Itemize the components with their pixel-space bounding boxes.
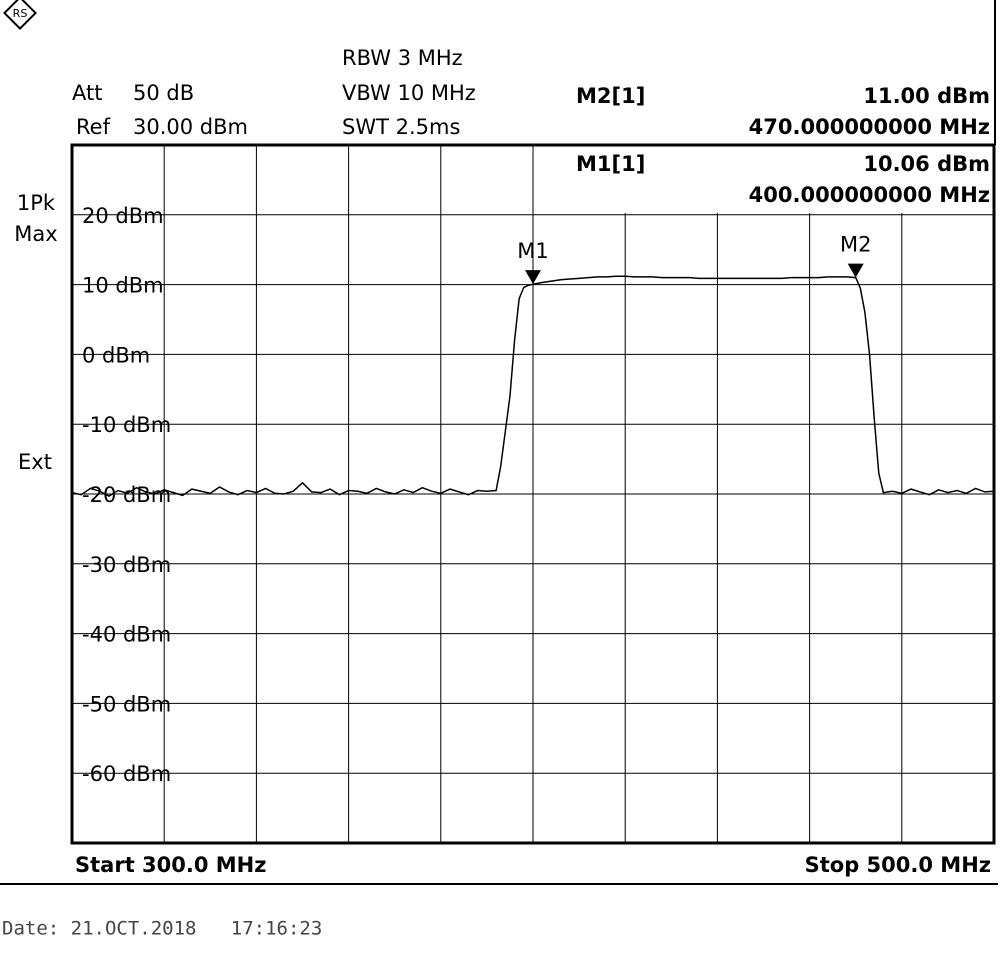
trace bbox=[71, 275, 995, 497]
x-start-label: Start 300.0 MHz bbox=[75, 853, 266, 877]
rbw: RBW 3 MHz bbox=[342, 46, 463, 70]
att-label: Att bbox=[72, 81, 102, 105]
trigger: Ext bbox=[18, 450, 52, 474]
att-value: 50 dB bbox=[133, 81, 194, 105]
readout-name: M2[1] bbox=[576, 84, 645, 108]
plot-frame bbox=[70, 143, 996, 845]
trace-mode: Max bbox=[14, 222, 57, 246]
x-stop-label: Stop 500.0 MHz bbox=[805, 853, 991, 877]
vbw: VBW 10 MHz bbox=[342, 81, 476, 105]
y-tick-label: -20 dBm bbox=[82, 483, 171, 507]
svg-text:RS: RS bbox=[13, 7, 28, 20]
marker-label: M1 bbox=[517, 239, 548, 263]
y-tick-label: -30 dBm bbox=[82, 553, 171, 577]
readout-value: 10.06 dBm bbox=[863, 152, 990, 176]
ref-value: 30.00 dBm bbox=[133, 115, 248, 139]
y-tick-label: -50 dBm bbox=[82, 692, 171, 716]
y-tick-label: -40 dBm bbox=[82, 623, 171, 647]
y-tick-label: -10 dBm bbox=[82, 413, 171, 437]
marker bbox=[525, 270, 541, 285]
detector: 1Pk bbox=[17, 191, 56, 215]
y-tick-label: 10 dBm bbox=[82, 274, 164, 298]
swt: SWT 2.5ms bbox=[342, 115, 460, 139]
readout-frequency: 400.000000000 MHz bbox=[749, 183, 990, 207]
readout-frequency: 470.000000000 MHz bbox=[749, 115, 990, 139]
plot: 20 dBm 10 dBm 0 dBm -10 dBm -20 dBm -30 dBm -4… bbox=[70, 143, 996, 845]
y-tick-label: 20 dBm bbox=[82, 204, 164, 228]
marker-label: M2 bbox=[840, 233, 871, 257]
y-tick-label: 0 dBm bbox=[82, 343, 150, 367]
readout-name: M1[1] bbox=[576, 152, 645, 176]
logo: RS bbox=[3, 0, 37, 30]
date: Date: 21.OCT.2018 17:16:23 bbox=[2, 918, 322, 940]
y-tick-label: -60 dBm bbox=[82, 762, 171, 786]
readout-background bbox=[534, 146, 993, 213]
ref-label: Ref bbox=[76, 115, 111, 139]
readout-value: 11.00 dBm bbox=[863, 84, 990, 108]
marker bbox=[847, 263, 864, 278]
